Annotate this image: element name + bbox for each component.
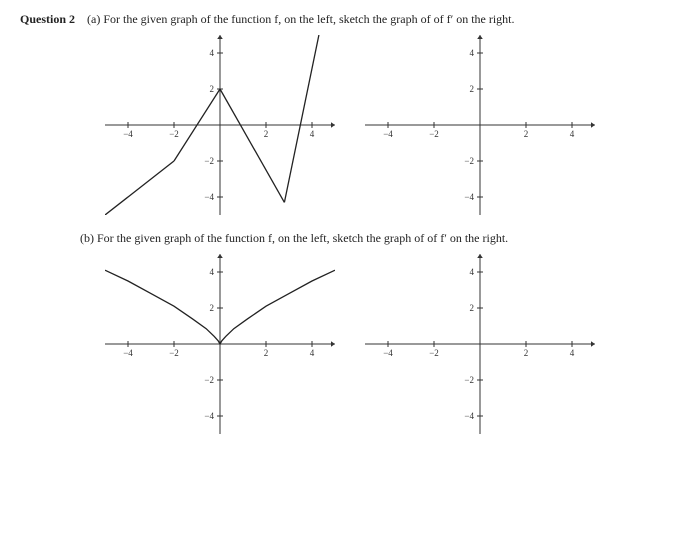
svg-text:2: 2	[210, 303, 215, 313]
chart-a-right: −4 −4 −2 −2 2 2 4 4	[365, 35, 595, 215]
svg-text:−4: −4	[204, 411, 214, 421]
question-number: Question 2	[20, 12, 75, 26]
svg-text:−2: −2	[464, 375, 474, 385]
svg-text:2: 2	[470, 303, 475, 313]
svg-text:2: 2	[264, 129, 269, 139]
svg-text:4: 4	[470, 48, 475, 58]
svg-text:−2: −2	[204, 375, 214, 385]
svg-text:2: 2	[264, 348, 269, 358]
svg-text:4: 4	[210, 267, 215, 277]
svg-text:−2: −2	[169, 129, 179, 139]
svg-text:4: 4	[210, 48, 215, 58]
svg-text:4: 4	[570, 129, 575, 139]
svg-text:−4: −4	[464, 411, 474, 421]
svg-text:−4: −4	[383, 348, 393, 358]
chart-b-left: −4 −4 −2 −2 2 2 4 4	[105, 254, 335, 434]
part-a-text: (a) For the given graph of the function …	[87, 12, 515, 26]
svg-text:−2: −2	[429, 348, 439, 358]
svg-text:4: 4	[310, 129, 315, 139]
svg-text:−4: −4	[123, 348, 133, 358]
svg-text:−2: −2	[429, 129, 439, 139]
chart-a-left: −4 −4 −2 −2 2 2 4 4	[105, 35, 335, 215]
svg-text:−4: −4	[464, 192, 474, 202]
svg-text:2: 2	[470, 84, 475, 94]
svg-text:−2: −2	[204, 156, 214, 166]
svg-text:4: 4	[570, 348, 575, 358]
svg-text:−2: −2	[169, 348, 179, 358]
svg-text:−4: −4	[123, 129, 133, 139]
row-a: −4 −4 −2 −2 2 2 4 4 −4 −4 −2 −2 2 2 4 4	[20, 35, 680, 215]
question-header: Question 2 (a) For the given graph of th…	[20, 12, 680, 27]
svg-text:2: 2	[524, 348, 529, 358]
chart-b-right: −4 −4 −2 −2 2 2 4 4	[365, 254, 595, 434]
row-b: −4 −4 −2 −2 2 2 4 4 −4 −4 −2 −2 2 2 4 4	[20, 254, 680, 434]
part-b-text: (b) For the given graph of the function …	[80, 231, 680, 246]
svg-text:2: 2	[524, 129, 529, 139]
svg-text:4: 4	[310, 348, 315, 358]
svg-text:−2: −2	[464, 156, 474, 166]
svg-text:−4: −4	[204, 192, 214, 202]
svg-text:4: 4	[470, 267, 475, 277]
svg-text:2: 2	[210, 84, 215, 94]
svg-text:−4: −4	[383, 129, 393, 139]
